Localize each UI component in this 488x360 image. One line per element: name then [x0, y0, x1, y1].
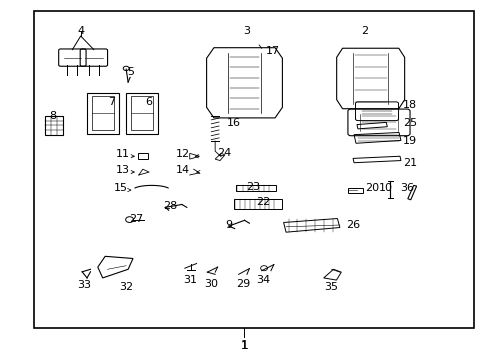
Text: 20: 20 [365, 183, 379, 193]
Text: 25: 25 [402, 118, 416, 128]
Text: 13: 13 [116, 165, 130, 175]
Text: 16: 16 [226, 118, 240, 128]
Text: 31: 31 [183, 275, 196, 285]
Text: 3: 3 [243, 26, 250, 36]
Text: 8: 8 [49, 111, 56, 121]
Bar [87, 93, 118, 134]
Bar [92, 96, 113, 130]
Text: 32: 32 [119, 282, 133, 292]
Text: 18: 18 [402, 100, 416, 110]
Text: 1: 1 [241, 341, 247, 351]
Text: 17: 17 [265, 46, 279, 56]
Text: 35: 35 [324, 282, 338, 292]
Text: 23: 23 [246, 182, 260, 192]
Text: 29: 29 [236, 279, 250, 289]
Text: 5: 5 [127, 67, 134, 77]
Text: 15: 15 [114, 183, 128, 193]
Bar [45, 116, 62, 135]
Bar [34, 11, 473, 328]
Text: 22: 22 [255, 197, 270, 207]
Bar [130, 96, 152, 130]
Text: 36: 36 [399, 183, 413, 193]
Text: 12: 12 [176, 149, 190, 159]
Text: 2: 2 [360, 26, 367, 36]
Text: 21: 21 [402, 158, 416, 168]
Text: 9: 9 [225, 220, 232, 230]
Text: 28: 28 [163, 201, 177, 211]
Text: 6: 6 [145, 96, 152, 107]
Text: 19: 19 [402, 136, 416, 146]
Bar [125, 93, 157, 134]
Text: 14: 14 [176, 165, 190, 175]
Text: 27: 27 [128, 214, 143, 224]
Bar [235, 185, 275, 191]
Bar [138, 153, 147, 159]
Text: 11: 11 [116, 149, 130, 159]
Text: 33: 33 [77, 280, 91, 290]
Text: 26: 26 [346, 220, 359, 230]
Bar [347, 188, 362, 193]
Text: 1: 1 [240, 339, 248, 352]
Text: 7: 7 [108, 96, 115, 107]
Bar [233, 199, 281, 209]
Text: 24: 24 [216, 148, 231, 158]
Text: 30: 30 [204, 279, 218, 289]
Text: 4: 4 [77, 26, 84, 36]
Text: 10: 10 [378, 183, 391, 193]
Text: 34: 34 [256, 275, 269, 285]
